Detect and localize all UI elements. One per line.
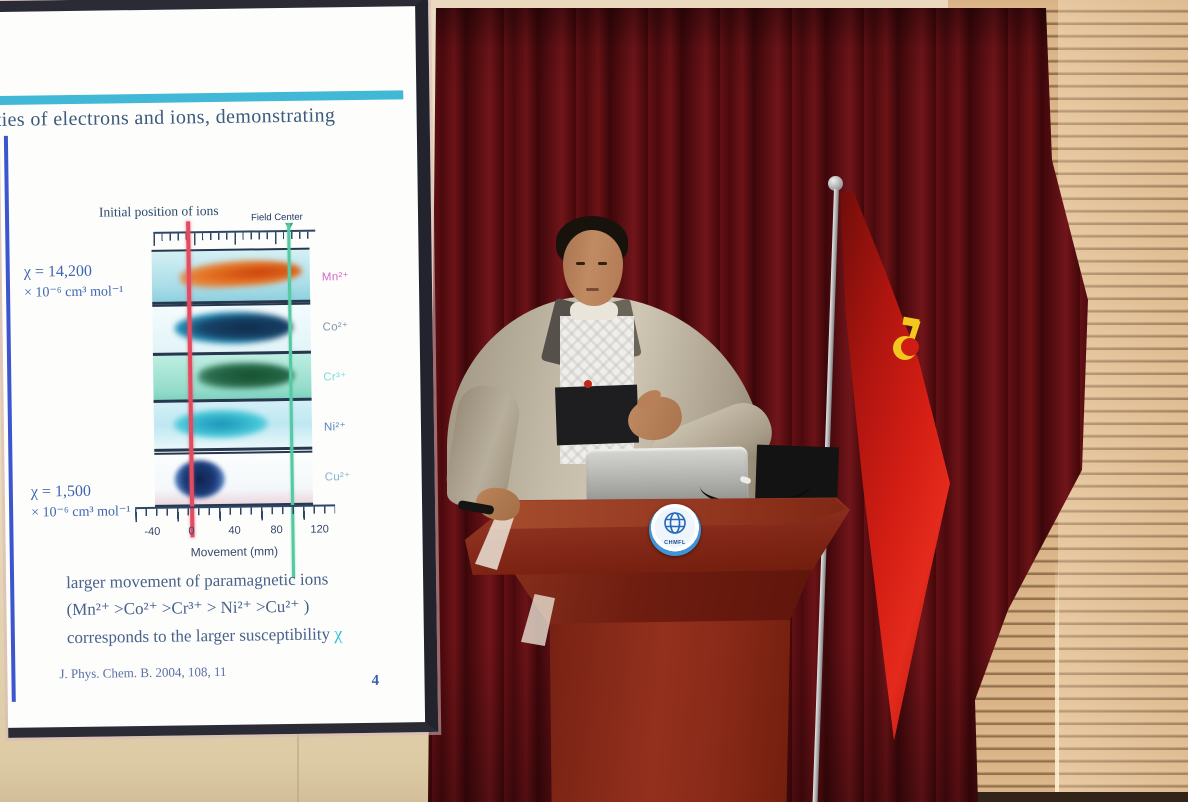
ceiling-strip bbox=[410, 0, 1070, 10]
turtleneck-collar bbox=[570, 302, 618, 320]
co-ion-blob bbox=[174, 310, 293, 345]
axis-tick: 80 bbox=[270, 524, 283, 537]
wall-seam bbox=[297, 712, 299, 802]
axis-tick: 120 bbox=[310, 523, 329, 536]
chi-bottom-value: χ = 1,500 bbox=[30, 482, 92, 501]
chi-top-value: χ = 14,200 bbox=[23, 262, 93, 281]
chi-bottom-units: × 10⁻⁶ cm³ mol⁻¹ bbox=[31, 504, 131, 521]
axis-tick: -40 bbox=[144, 525, 161, 539]
sample-strip-cu bbox=[154, 450, 314, 508]
susceptibility-bottom: χ = 1,500 × 10⁻⁶ cm³ mol⁻¹ bbox=[31, 480, 131, 523]
presenter-mouth bbox=[586, 288, 599, 291]
conclusion-line3: corresponds to the larger susceptibility… bbox=[66, 623, 343, 648]
chi-top-units: × 10⁻⁶ cm³ mol⁻¹ bbox=[23, 284, 124, 301]
presenter-face bbox=[563, 230, 623, 306]
lapel-microphone bbox=[584, 380, 592, 388]
ion-label-ni: Ni²⁺ bbox=[323, 421, 347, 434]
sample-strip-ni bbox=[153, 398, 313, 452]
sample-strip-cr bbox=[152, 351, 312, 403]
conclusion-line2: (Mn²⁺ >Co²⁺ >Cr³⁺ > Ni²⁺ >Cu²⁺ ) bbox=[66, 596, 310, 620]
globe-icon bbox=[664, 512, 686, 534]
podium-mid-step bbox=[515, 570, 812, 626]
page-number: 4 bbox=[371, 672, 380, 689]
axis-tick: 40 bbox=[228, 524, 241, 537]
hammer-sickle-icon bbox=[893, 316, 927, 364]
slide: ties of electrons and ions, demonstratin… bbox=[0, 6, 412, 707]
susceptibility-top: χ = 14,200 × 10⁻⁶ cm³ mol⁻¹ bbox=[24, 260, 124, 303]
citation: J. Phys. Chem. B. 2004, 108, 11 bbox=[59, 663, 227, 682]
slide-title: ties of electrons and ions, demonstratin… bbox=[0, 104, 336, 132]
axis-tick: 0 bbox=[188, 525, 195, 538]
ion-label-co: Co²⁺ bbox=[322, 321, 349, 334]
presenter-eye-right bbox=[598, 262, 607, 265]
bottom-ruler bbox=[135, 504, 336, 523]
slide-left-border bbox=[3, 135, 16, 702]
ion-label-cr: Cr³⁺ bbox=[323, 371, 347, 384]
wood-wall-corner-edge bbox=[1055, 560, 1059, 802]
axis-label: Movement (mm) bbox=[190, 544, 279, 560]
logo-text: CHMFL bbox=[664, 540, 686, 546]
flagpole-finial bbox=[828, 176, 843, 191]
sweater-dark-panel bbox=[555, 384, 639, 446]
baseboard bbox=[970, 792, 1188, 802]
ion-label-mn: Mn²⁺ bbox=[321, 271, 350, 284]
figure-top-label: Initial position of ions bbox=[98, 202, 219, 220]
top-ruler bbox=[153, 229, 316, 246]
ion-label-cu: Cu²⁺ bbox=[324, 471, 351, 484]
cr-ion-blob bbox=[198, 361, 295, 390]
conclusion-line1: larger movement of paramagnetic ions bbox=[65, 569, 329, 593]
chi-symbol: χ bbox=[334, 623, 343, 644]
podium-pedestal bbox=[549, 620, 791, 802]
slide-accent-bar bbox=[0, 90, 404, 105]
field-center-label: Field Center bbox=[250, 211, 303, 224]
institute-logo: CHMFL bbox=[649, 504, 701, 556]
podium: CHMFL bbox=[465, 494, 850, 802]
sample-strip-co bbox=[152, 302, 311, 356]
cu-ion-blob bbox=[174, 459, 225, 499]
presenter-eye-left bbox=[576, 262, 585, 265]
projection-screen: ties of electrons and ions, demonstratin… bbox=[0, 0, 439, 738]
sample-strip-mn bbox=[151, 247, 311, 305]
mn-ion-blob bbox=[179, 256, 303, 291]
